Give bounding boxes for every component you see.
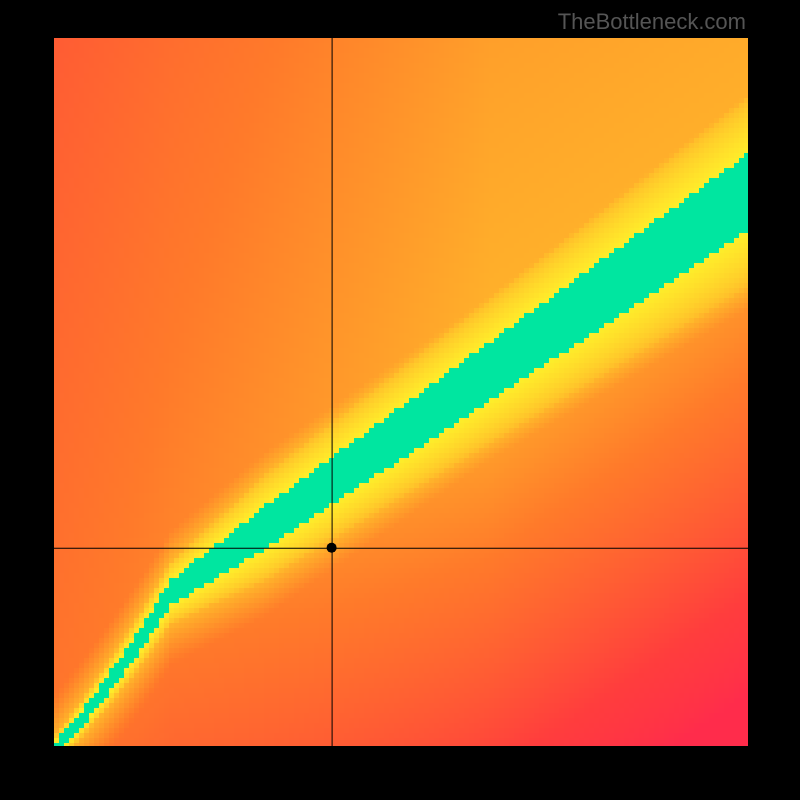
heatmap-canvas: [0, 0, 800, 800]
chart-container: TheBottleneck.com: [0, 0, 800, 800]
watermark-text: TheBottleneck.com: [558, 9, 746, 35]
